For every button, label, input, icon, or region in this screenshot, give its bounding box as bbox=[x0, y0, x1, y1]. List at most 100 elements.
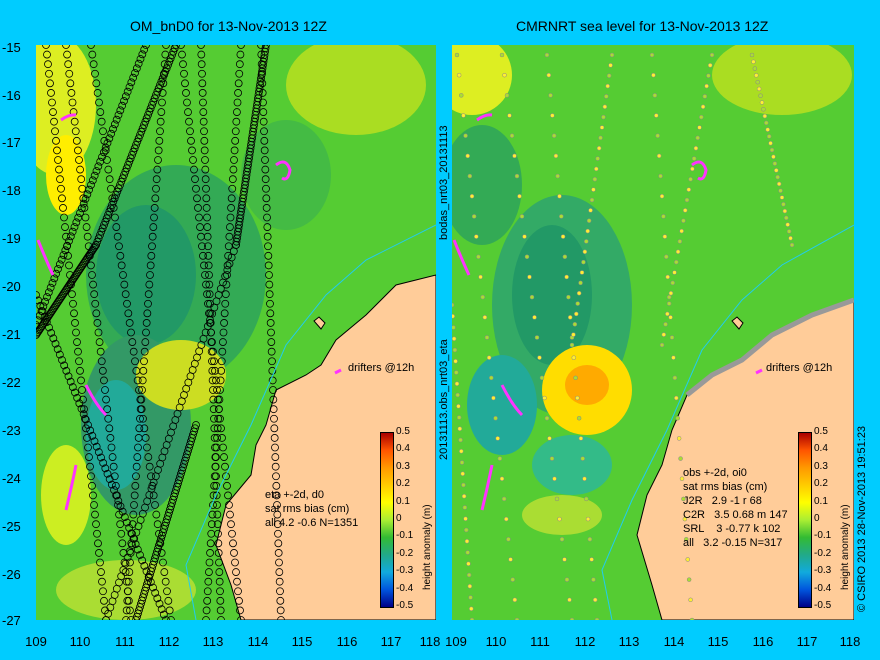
track-marker bbox=[94, 539, 102, 548]
obs-marker bbox=[661, 332, 667, 337]
track-marker bbox=[99, 148, 108, 157]
track-marker bbox=[133, 545, 142, 554]
track-marker bbox=[51, 339, 60, 348]
track-marker bbox=[80, 204, 89, 212]
track-marker bbox=[109, 462, 118, 471]
anomaly-warm bbox=[522, 495, 602, 535]
track-marker bbox=[160, 568, 169, 576]
obs-marker bbox=[557, 194, 562, 199]
track-marker bbox=[159, 610, 168, 619]
obs-marker bbox=[654, 113, 659, 118]
track-marker bbox=[118, 507, 127, 516]
obs-marker bbox=[466, 572, 472, 578]
track-marker bbox=[65, 237, 73, 245]
y-label: -19 bbox=[2, 231, 21, 246]
track-marker bbox=[209, 405, 218, 414]
obs-marker bbox=[778, 188, 783, 193]
obs-marker bbox=[700, 104, 706, 110]
track-marker bbox=[220, 309, 229, 318]
track-marker bbox=[120, 97, 128, 105]
obs-marker bbox=[591, 187, 596, 192]
track-marker bbox=[192, 421, 200, 429]
x-label: 114 bbox=[247, 634, 269, 649]
track-marker bbox=[199, 251, 207, 260]
obs-marker bbox=[596, 145, 602, 151]
track-marker bbox=[125, 157, 134, 166]
obs-marker bbox=[469, 606, 474, 611]
track-marker bbox=[63, 241, 72, 250]
obs-marker bbox=[686, 577, 692, 582]
track-marker bbox=[151, 589, 160, 597]
obs-marker bbox=[571, 355, 577, 360]
track-marker bbox=[159, 558, 167, 567]
colorbar-tick: -0.5 bbox=[396, 600, 414, 611]
obs-marker bbox=[665, 274, 670, 280]
legend-line: eta +-2d, d0 bbox=[265, 489, 325, 501]
obs-marker bbox=[604, 94, 609, 99]
left-map-svg bbox=[36, 45, 436, 620]
track-marker bbox=[205, 271, 213, 279]
obs-marker bbox=[602, 104, 608, 110]
track-marker bbox=[83, 232, 92, 241]
colorbar-tick: 0.3 bbox=[396, 460, 410, 472]
obs-marker bbox=[771, 154, 776, 160]
y-label: -27 bbox=[2, 613, 21, 628]
track-marker bbox=[213, 510, 222, 519]
obs-marker bbox=[452, 302, 455, 308]
track-marker bbox=[127, 616, 135, 620]
obs-marker bbox=[469, 194, 475, 199]
track-marker bbox=[261, 175, 270, 184]
track-marker bbox=[235, 69, 244, 78]
obs-marker bbox=[594, 166, 599, 172]
track-marker bbox=[45, 69, 53, 78]
track-marker bbox=[71, 127, 80, 136]
track-marker bbox=[98, 366, 107, 375]
track-marker bbox=[197, 60, 206, 69]
track-marker bbox=[77, 175, 86, 184]
obs-marker bbox=[679, 476, 685, 481]
obs-marker bbox=[493, 415, 498, 421]
track-marker bbox=[229, 539, 237, 548]
track-marker bbox=[138, 556, 147, 565]
obs-marker bbox=[595, 156, 600, 161]
anomaly-warm bbox=[712, 45, 852, 115]
track-marker bbox=[213, 501, 221, 509]
obs-marker bbox=[684, 197, 690, 203]
track-marker bbox=[126, 558, 134, 567]
obs-marker bbox=[678, 456, 683, 461]
obs-marker bbox=[781, 202, 786, 207]
obs-marker bbox=[761, 107, 766, 112]
track-marker bbox=[213, 520, 222, 529]
track-marker bbox=[101, 464, 110, 473]
track-marker bbox=[93, 319, 102, 327]
obs-marker bbox=[548, 93, 553, 98]
obs-marker bbox=[553, 153, 559, 159]
track-marker bbox=[47, 89, 55, 97]
track-marker bbox=[210, 414, 218, 423]
obs-marker bbox=[681, 496, 686, 502]
track-marker bbox=[266, 299, 274, 308]
track-marker bbox=[80, 405, 88, 414]
track-marker bbox=[220, 319, 228, 327]
obs-marker bbox=[574, 311, 579, 317]
track-marker bbox=[95, 338, 104, 346]
track-marker bbox=[276, 606, 285, 615]
obs-marker bbox=[684, 537, 689, 542]
track-marker bbox=[207, 328, 215, 337]
track-marker bbox=[227, 204, 235, 212]
track-marker bbox=[260, 127, 268, 136]
track-marker bbox=[96, 558, 104, 567]
track-marker bbox=[68, 290, 76, 299]
track-marker bbox=[71, 388, 79, 397]
obs-marker bbox=[499, 476, 505, 481]
track-marker bbox=[233, 108, 241, 116]
track-marker bbox=[95, 98, 103, 107]
drifter-track bbox=[480, 464, 494, 511]
obs-marker bbox=[461, 494, 467, 499]
track-marker bbox=[273, 520, 282, 529]
track-marker bbox=[150, 94, 159, 103]
obs-marker bbox=[476, 254, 481, 260]
x-label: 118 bbox=[839, 634, 861, 649]
track-marker bbox=[99, 459, 108, 467]
track-marker bbox=[138, 376, 147, 385]
